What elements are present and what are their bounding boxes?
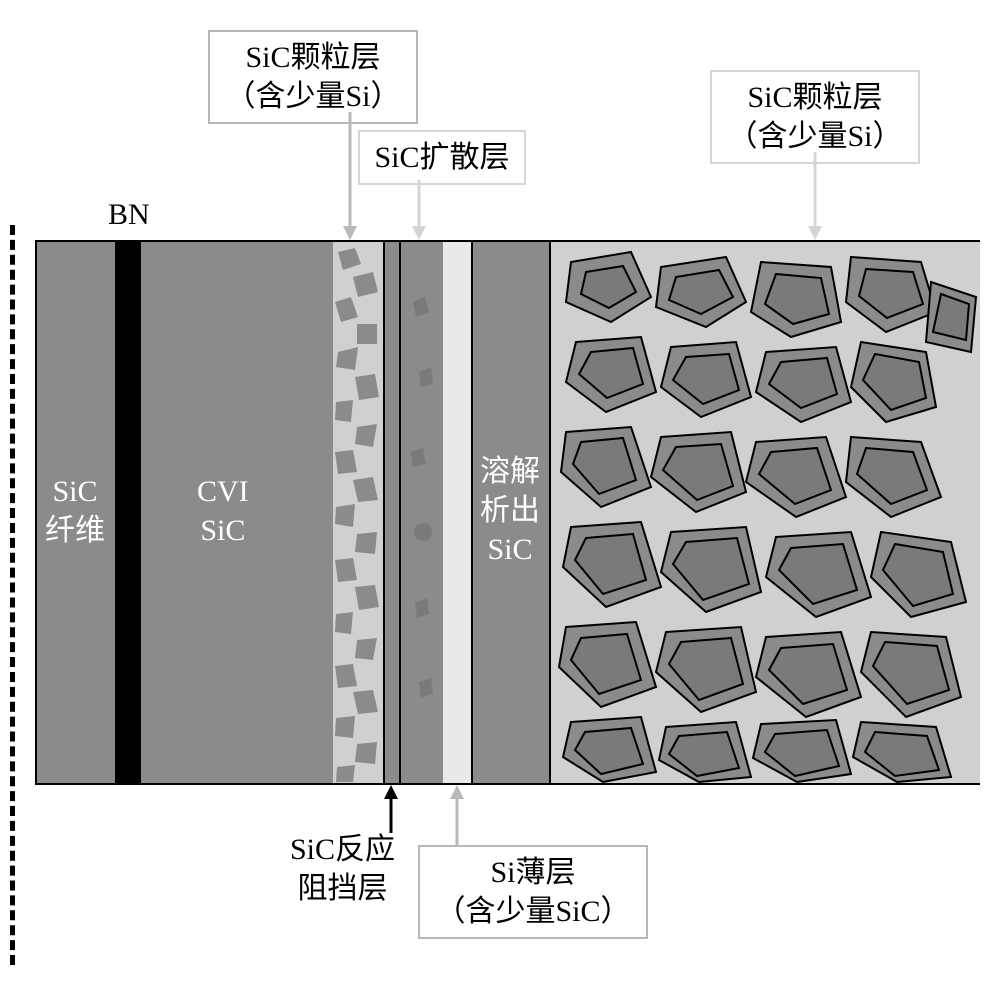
- layer-sic-barrier: [383, 242, 401, 783]
- arrow-sic-barrier: [376, 785, 406, 833]
- label-line: SiC颗粒层: [724, 78, 906, 117]
- label-line: Si薄层: [432, 853, 634, 892]
- label-line: SiC颗粒层: [222, 38, 404, 77]
- label-cvi-sic-text: CVI SiC: [197, 472, 249, 550]
- layer-sic-particle-thin: [333, 242, 383, 783]
- layer-sic-diffuse: [401, 242, 443, 783]
- label-line: （含少量SiC）: [432, 892, 634, 931]
- diagram-container: BN SiC颗粒层 （含少量Si） SiC扩散层 SiC颗粒层 （含少量Si）: [0, 0, 1000, 989]
- layer-bn: [115, 242, 141, 783]
- label-sic-barrier: SiC反应 阻挡层: [290, 830, 395, 908]
- label-sic-particle-1: SiC颗粒层 （含少量Si）: [208, 30, 418, 124]
- label-si-thin: Si薄层 （含少量SiC）: [418, 845, 648, 939]
- label-sic-particle-2: SiC颗粒层 （含少量Si）: [710, 70, 920, 164]
- symmetry-dash-line: [10, 225, 15, 965]
- label-line: 阻挡层: [290, 869, 395, 908]
- dots-svg: [401, 242, 443, 787]
- label-line: SiC扩散层: [372, 138, 512, 177]
- big-particles-svg: [551, 242, 980, 783]
- bn-label: BN: [108, 198, 150, 232]
- label-line: （含少量Si）: [222, 77, 404, 116]
- label-line: SiC反应: [290, 830, 395, 869]
- label-dissolve-text: 溶解 析出 SiC: [480, 452, 540, 569]
- main-cross-section: SiC 纤维 CVI SiC 溶解 析出 SiC: [35, 240, 980, 785]
- layer-si-thin: [443, 242, 471, 783]
- label-sic-fiber-text: SiC 纤维: [45, 472, 105, 550]
- arrow-sic-diffuse: [404, 180, 434, 242]
- arrow-sic-particle-2: [800, 152, 830, 242]
- particles-svg: [333, 242, 383, 783]
- arrow-si-thin: [442, 785, 472, 847]
- layer-sic-particle-big: [549, 242, 980, 783]
- label-line: （含少量Si）: [724, 117, 906, 156]
- label-sic-diffuse: SiC扩散层: [358, 130, 526, 185]
